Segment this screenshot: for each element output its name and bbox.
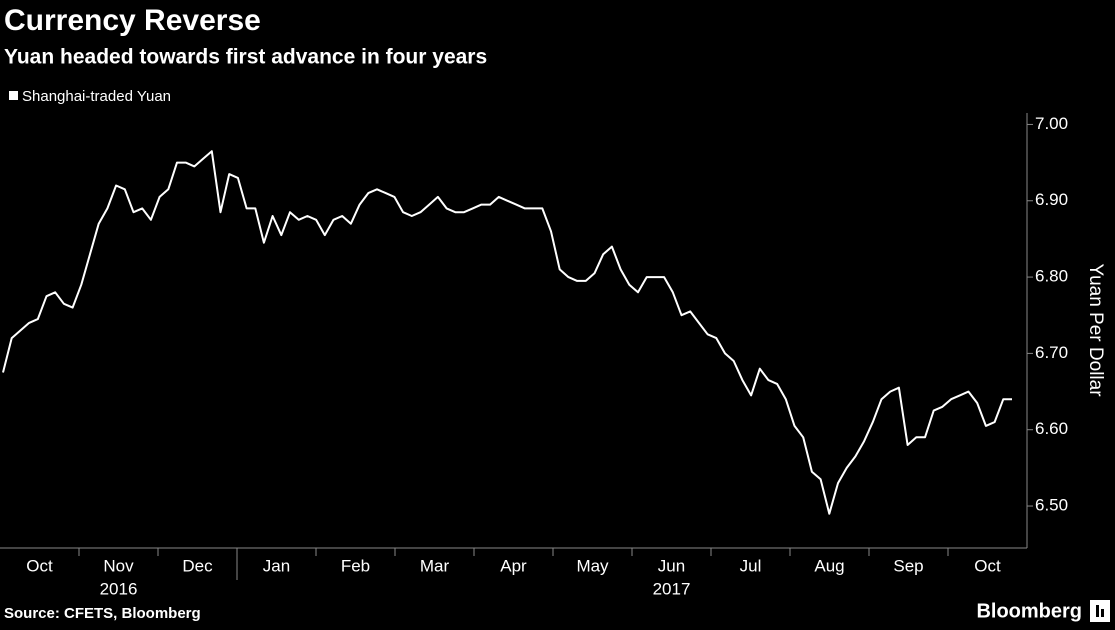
legend-swatch [9,91,18,100]
year-label: 2016 [100,579,138,598]
x-tick-label: May [576,556,609,575]
brand-logo [1090,600,1110,622]
x-tick-label: Apr [500,556,527,575]
x-tick-label: Sep [893,556,923,575]
year-label: 2017 [653,579,691,598]
y-tick-label: 6.70 [1035,343,1068,362]
x-tick-label: Nov [103,556,134,575]
chart-title: Currency Reverse [4,4,261,37]
chart-subtitle: Yuan headed towards first advance in fou… [4,46,487,69]
y-axis-label: Yuan Per Dollar [1085,263,1106,397]
y-tick-label: 6.50 [1035,496,1068,515]
y-tick-label: 6.90 [1035,190,1068,209]
x-tick-label: Jan [263,556,290,575]
x-tick-label: Mar [420,556,450,575]
y-tick-label: 7.00 [1035,114,1068,133]
y-tick-label: 6.80 [1035,267,1068,286]
x-tick-label: Oct [974,556,1001,575]
x-tick-label: Aug [814,556,844,575]
line [2,150,1012,515]
legend-label: Shanghai-traded Yuan [22,88,171,105]
x-tick-label: Dec [182,556,213,575]
x-tick-label: Jul [740,556,762,575]
x-tick-label: Oct [26,556,53,575]
source: Source: CFETS, Bloomberg [4,605,201,622]
y-tick-label: 6.60 [1035,419,1068,438]
brand: Bloomberg [976,600,1082,622]
x-tick-label: Jun [658,556,685,575]
x-tick-label: Feb [341,556,370,575]
